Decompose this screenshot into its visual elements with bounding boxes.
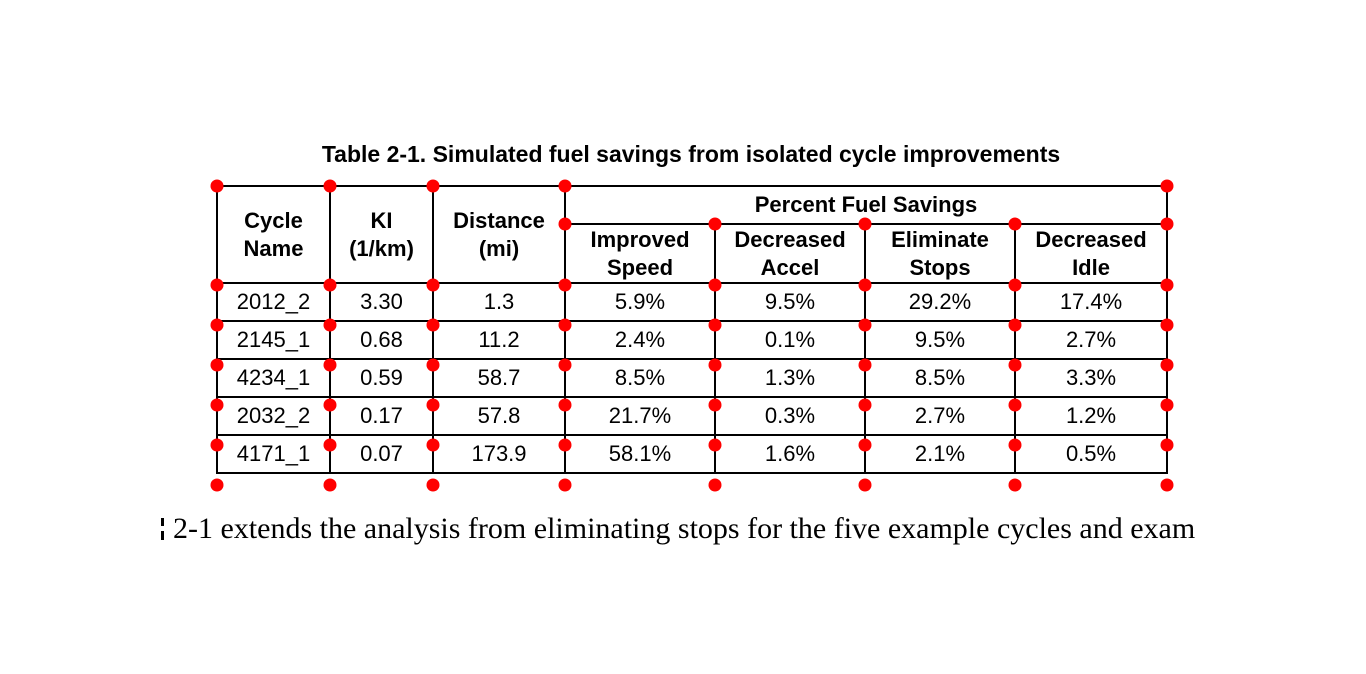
col-header-line: Cycle: [244, 207, 303, 233]
anchor-dot: [858, 478, 872, 492]
table-cell: 58.7: [432, 358, 566, 398]
col-header-line: Accel: [760, 254, 820, 280]
table-cell: 2.7%: [864, 396, 1016, 436]
fuel-savings-table: Cycle Name KI (1/km) Distance (mi) Percent …: [216, 185, 1169, 474]
table-cell: 8.5%: [864, 358, 1016, 398]
table-cell: 4234_1: [216, 358, 331, 398]
table-cell: 1.3: [432, 282, 566, 322]
table-cell: 0.1%: [714, 320, 866, 360]
table-cell: 0.3%: [714, 396, 866, 436]
col-header-distance: Distance (mi): [432, 185, 566, 284]
table-cell: 0.59: [329, 358, 434, 398]
table-cell: 1.6%: [714, 434, 866, 474]
table-cell: 2.4%: [564, 320, 716, 360]
clipped-character-fragment: [161, 518, 164, 540]
anchor-dot: [708, 478, 722, 492]
table-cell: 57.8: [432, 396, 566, 436]
table-cell: 11.2: [432, 320, 566, 360]
table-cell: 58.1%: [564, 434, 716, 474]
table-cell: 21.7%: [564, 396, 716, 436]
table-cell: 3.3%: [1013, 358, 1169, 398]
col-header-line: Decreased: [734, 226, 846, 252]
anchor-dot: [558, 478, 572, 492]
table-cell: 29.2%: [864, 282, 1016, 322]
anchor-dot: [426, 478, 440, 492]
table-cell: 0.17: [329, 396, 434, 436]
col-header-line: Idle: [1072, 254, 1110, 280]
table-body: 2012_2 3.30 1.3 5.9% 9.5% 29.2% 17.4% 2145_1 0.6…: [216, 282, 1169, 474]
col-header-line: Stops: [909, 254, 971, 280]
table-cell: 0.5%: [1013, 434, 1169, 474]
header-row-top: Cycle Name KI (1/km) Distance (mi) Percent …: [216, 185, 1169, 284]
col-header-ki: KI (1/km): [329, 185, 434, 284]
col-header-line: (mi): [478, 235, 520, 261]
col-header-line: Improved: [590, 226, 690, 252]
col-header-line: Name: [243, 235, 304, 261]
col-header-decreased-idle: Decreased Idle: [1013, 223, 1169, 284]
table-row: 2012_2 3.30 1.3 5.9% 9.5% 29.2% 17.4%: [216, 282, 1169, 322]
col-header-line: Decreased: [1035, 226, 1147, 252]
col-header-improved-speed: Improved Speed: [564, 223, 716, 284]
col-header-decreased-accel: Decreased Accel: [714, 223, 866, 284]
col-header-eliminate-stops: Eliminate Stops: [864, 223, 1016, 284]
table-cell: 2032_2: [216, 396, 331, 436]
table-container: Cycle Name KI (1/km) Distance (mi) Percent …: [210, 179, 1174, 492]
anchor-dot: [210, 478, 224, 492]
table-caption: Table 2-1. Simulated fuel savings from i…: [321, 141, 1061, 167]
table-row: 2032_2 0.17 57.8 21.7% 0.3% 2.7% 1.2%: [216, 396, 1169, 436]
body-text: 2-1 extends the analysis from eliminatin…: [173, 512, 1196, 545]
col-header-line: (1/km): [349, 235, 414, 261]
table-cell: 9.5%: [714, 282, 866, 322]
table-row: 4171_1 0.07 173.9 58.1% 1.6% 2.1% 0.5%: [216, 434, 1169, 474]
table-cell: 173.9: [432, 434, 566, 474]
table-cell: 2.7%: [1013, 320, 1169, 360]
anchor-dot: [1160, 478, 1174, 492]
anchor-dot: [1008, 478, 1022, 492]
table-cell: 2.1%: [864, 434, 1016, 474]
body-paragraph: 2-1 extends the analysis from eliminatin…: [161, 509, 1195, 549]
table-row: 2145_1 0.68 11.2 2.4% 0.1% 9.5% 2.7%: [216, 320, 1169, 360]
table-cell: 1.2%: [1013, 396, 1169, 436]
table-cell: 0.07: [329, 434, 434, 474]
table-row: 4234_1 0.59 58.7 8.5% 1.3% 8.5% 3.3%: [216, 358, 1169, 398]
col-header-line: Speed: [606, 254, 674, 280]
table-cell: 2012_2: [216, 282, 331, 322]
col-header-cycle-name: Cycle Name: [216, 185, 331, 284]
table-cell: 3.30: [329, 282, 434, 322]
anchor-dot: [323, 478, 337, 492]
table-cell: 1.3%: [714, 358, 866, 398]
header-row-sub: Improved Speed Decreased Accel Eliminate St…: [217, 223, 1169, 284]
table-cell: 9.5%: [864, 320, 1016, 360]
col-header-line: Distance: [453, 207, 545, 233]
table-cell: 17.4%: [1013, 282, 1169, 322]
table-cell: 5.9%: [564, 282, 716, 322]
col-header-line: Eliminate: [891, 226, 989, 252]
table-cell: 2145_1: [216, 320, 331, 360]
table-cell: 4171_1: [216, 434, 331, 474]
col-group-header-percent-fuel-savings: Percent Fuel Savings: [563, 185, 1169, 225]
table-cell: 0.68: [329, 320, 434, 360]
col-header-line: KI: [370, 207, 393, 233]
table-cell: 8.5%: [564, 358, 716, 398]
